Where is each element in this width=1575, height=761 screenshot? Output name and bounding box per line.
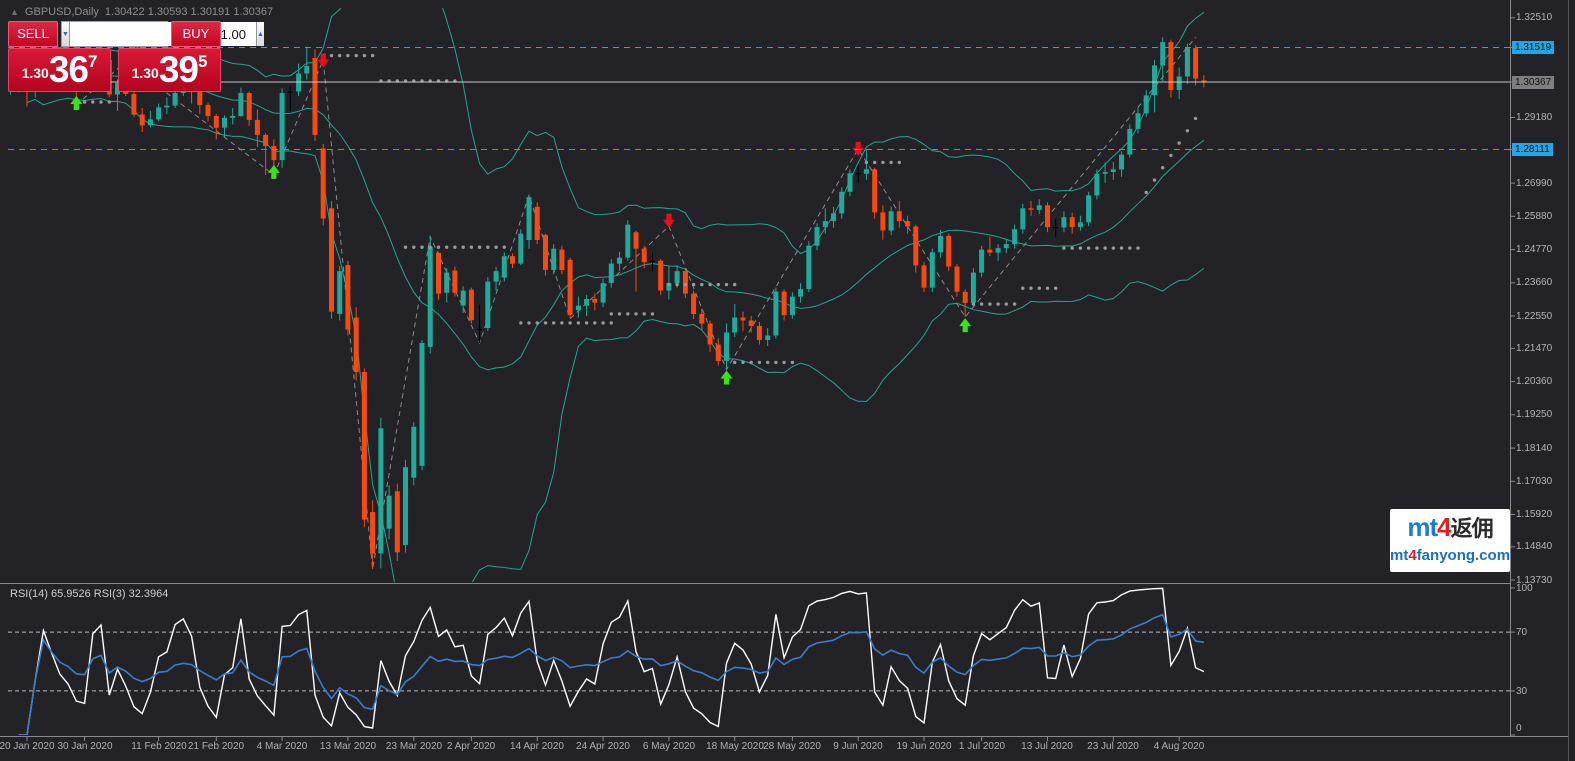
main-pane [8, 8, 1207, 582]
rsi-tick-label: 30 [1516, 686, 1528, 697]
price-tick-label: 1.14840 [1516, 541, 1553, 552]
price-tick-label: 1.18140 [1516, 443, 1553, 454]
price-cyan-badge: 1.28111 [1512, 143, 1553, 156]
volume-stepper: ▼ ▲ [61, 21, 264, 47]
date-tick-label: 9 Jun 2020 [833, 741, 883, 752]
ask-price-button[interactable]: 1.30 39 5 [118, 48, 221, 92]
volume-decrease-button[interactable]: ▼ [62, 22, 69, 46]
bid-price-point: 7 [87, 52, 98, 71]
price-tick-label: 1.23660 [1516, 277, 1553, 288]
price-tick-label: 1.32510 [1516, 12, 1553, 23]
volume-input[interactable] [68, 22, 257, 46]
price-tick-label: 1.25880 [1516, 211, 1553, 222]
price-tick-label: 1.26990 [1516, 178, 1553, 189]
price-cyan-badge: 1.31519 [1512, 41, 1555, 54]
ohlc-readout: 1.30422 1.30593 1.30191 1.30367 [104, 6, 274, 18]
price-tick-label: 1.17030 [1516, 476, 1553, 487]
signal-arrow-up [267, 164, 280, 179]
date-tick-label: 21 Feb 2020 [187, 741, 245, 752]
date-tick-label: 28 May 2020 [763, 741, 821, 752]
rsi-tick-label: 100 [1516, 583, 1533, 594]
date-tick-label: 11 Feb 2020 [131, 741, 187, 752]
date-tick-label: 4 Aug 2020 [1153, 741, 1205, 752]
price-tick-label: 1.19250 [1516, 409, 1553, 420]
buy-button[interactable]: BUY [171, 21, 221, 47]
signal-arrow-up [720, 370, 733, 385]
chart-title: ▲ GBPUSD,Daily 1.30422 1.30593 1.30191 1… [10, 6, 273, 18]
ask-price-pips: 39 [158, 49, 199, 90]
date-tick-label: 13 Jul 2020 [1021, 741, 1073, 752]
price-tick-label: 1.22550 [1516, 311, 1553, 322]
bid-price-major: 1.30 [21, 65, 49, 81]
watermark-logo: mt4返佣 [1407, 512, 1493, 542]
ask-price-point: 5 [197, 52, 208, 71]
price-tick-label: 1.13730 [1516, 575, 1553, 586]
date-tick-label: 13 Mar 2020 [319, 741, 377, 752]
signal-arrow-down [662, 213, 675, 228]
price-tick-label: 1.20360 [1516, 376, 1553, 387]
signal-arrow-up [70, 95, 83, 110]
price-tick-label: 1.29180 [1516, 112, 1553, 123]
signal-arrow-down [852, 141, 865, 156]
date-tick-label: 19 Jun 2020 [896, 741, 952, 752]
symbol-period-label: GBPUSD,Daily [24, 6, 99, 18]
date-tick-label: 23 Mar 2020 [385, 741, 443, 752]
rsi-tick-label: 70 [1516, 627, 1528, 638]
date-tick-label: 4 Mar 2020 [256, 741, 308, 752]
price-tick-label: 1.21470 [1516, 343, 1553, 354]
date-tick-label: 30 Jan 2020 [57, 741, 113, 752]
rsi-tick-label: 0 [1516, 723, 1522, 734]
date-tick-label: 18 May 2020 [706, 741, 764, 752]
date-tick-label: 1 Jul 2020 [958, 741, 1006, 752]
panel-collapse-icon[interactable]: ▲ [10, 7, 19, 17]
price-gray-badge: 1.30367 [1512, 76, 1555, 89]
bid-price-button[interactable]: 1.30 36 7 [8, 48, 111, 92]
date-tick-label: 23 Jul 2020 [1087, 741, 1139, 752]
signal-arrow-down [317, 53, 330, 68]
date-tick-label: 14 Apr 2020 [510, 741, 564, 752]
watermark-site: mt4fanyong.com [1390, 547, 1510, 564]
date-tick-label: 2 Apr 2020 [446, 741, 496, 752]
date-tick-label: 6 May 2020 [642, 741, 696, 752]
ask-price-major: 1.30 [131, 65, 159, 81]
price-tick-label: 1.15920 [1516, 509, 1553, 520]
date-tick-label: 20 Jan 2020 [0, 741, 55, 752]
rsi-pane [8, 587, 1510, 735]
broker-watermark: mt4返佣 mt4fanyong.com [1390, 509, 1510, 572]
signal-arrow-up [959, 318, 972, 333]
rsi-indicator-label: RSI(14) 65.9526 RSI(3) 32.3964 [10, 588, 169, 600]
bid-price-pips: 36 [48, 49, 89, 90]
sell-button[interactable]: SELL [8, 21, 58, 47]
volume-increase-button[interactable]: ▲ [256, 22, 264, 46]
price-tick-label: 1.24770 [1516, 244, 1553, 255]
date-tick-label: 24 Apr 2020 [576, 741, 630, 752]
